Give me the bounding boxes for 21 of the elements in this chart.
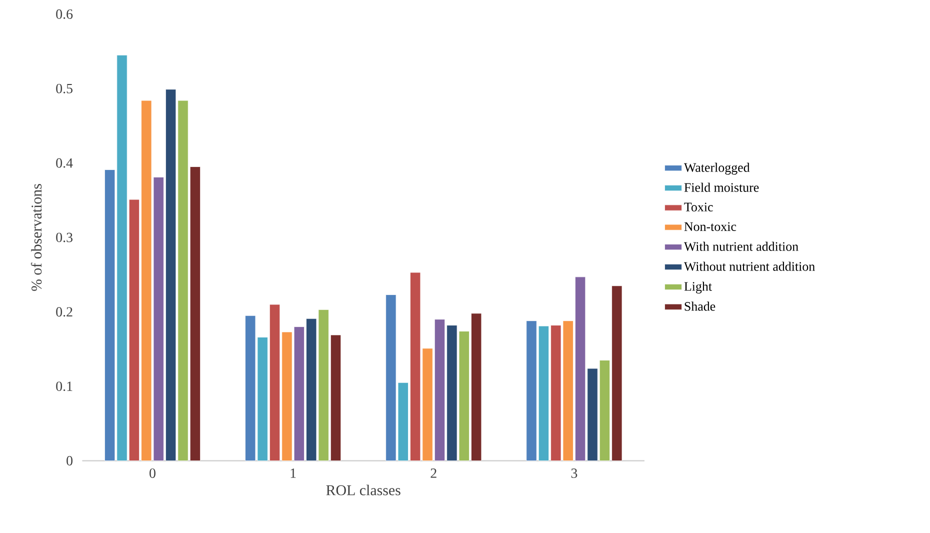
- y-tick-label: 0.2: [56, 307, 72, 317]
- legend-label: Toxic: [684, 202, 713, 212]
- x-tick-label: 1: [290, 468, 296, 478]
- legend-label: With nutrient addition: [684, 242, 798, 251]
- y-tick-label: 0.6: [56, 9, 73, 19]
- x-tick-label: 2: [430, 468, 436, 478]
- legend-label: Shade: [684, 302, 716, 311]
- x-tick-label: 0: [150, 468, 156, 478]
- y-tick-label: 0.1: [56, 382, 72, 392]
- y-tick-label: 0.3: [56, 232, 72, 242]
- x-tick-label: 3: [571, 468, 578, 478]
- legend-label: Non-toxic: [684, 222, 736, 231]
- legend-label: Waterlogged: [684, 162, 750, 175]
- y-axis-title: % of observations: [30, 184, 42, 291]
- y-tick-label: 0.5: [56, 84, 72, 94]
- y-tick-label: 0: [66, 456, 72, 466]
- legend-label: Field moisture: [684, 182, 759, 192]
- legend-label: Light: [684, 282, 712, 294]
- x-axis-title: ROL classes: [326, 484, 400, 496]
- legend-label: Without nutrient addition: [684, 262, 815, 271]
- y-tick-label: 0.4: [56, 158, 73, 168]
